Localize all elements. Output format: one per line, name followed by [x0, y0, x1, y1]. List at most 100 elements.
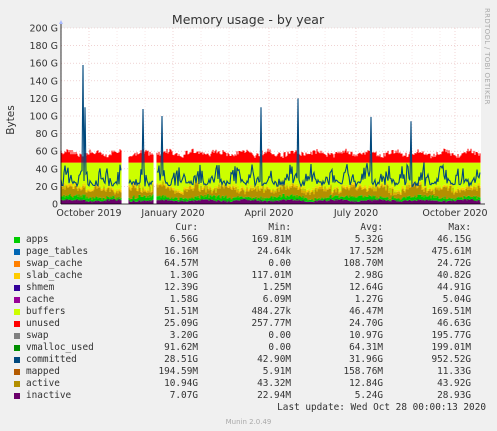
legend-label: cache	[26, 294, 55, 305]
legend-value: 0.00	[268, 258, 291, 269]
y-tick-label: 120 G	[29, 94, 58, 105]
legend-value: 0.00	[268, 342, 291, 353]
legend-value: 40.82G	[437, 270, 471, 281]
legend-label: unused	[26, 318, 60, 329]
legend-value: 46.15G	[437, 234, 471, 245]
legend-label: vmalloc_used	[26, 342, 94, 353]
legend-value: 5.32G	[354, 234, 383, 245]
rrdtool-credit: RRDTOOL / TOBI OETIKER	[483, 8, 491, 105]
legend-swatch	[14, 309, 20, 315]
legend-value: 194.59M	[158, 366, 198, 377]
legend-swatch	[14, 249, 20, 255]
legend-value: 10.97G	[349, 330, 383, 341]
legend-swatch	[14, 321, 20, 327]
x-tick-label: October 2020	[422, 208, 487, 219]
legend-value: 484.27k	[251, 306, 291, 317]
legend-value: 7.07G	[169, 390, 198, 401]
legend-swatch	[14, 261, 20, 267]
legend-value: 5.91M	[262, 366, 291, 377]
col-cur: Cur:	[175, 222, 198, 233]
y-tick-label: 140 G	[29, 76, 58, 87]
last-update: Last update: Wed Oct 28 00:00:13 2020	[277, 402, 486, 413]
y-tick-labels: 0 20 G 40 G 60 G 80 G 100 G 120 G 140 G 160 G 180…	[29, 24, 58, 211]
legend-value: 169.51M	[431, 306, 471, 317]
legend-value: 12.64G	[349, 282, 383, 293]
legend-value: 1.27G	[354, 294, 383, 305]
y-tick-label: 40 G	[36, 164, 58, 175]
legend-value: 5.04G	[442, 294, 471, 305]
legend-swatch	[14, 237, 20, 243]
y-tick-label: 100 G	[29, 112, 58, 123]
legend-row: active 10.94G 43.32M 12.84G 43.92G	[13, 378, 493, 390]
legend-row: unused 25.09G 257.77M 24.70G 46.63G	[13, 318, 493, 330]
legend-value: 3.20G	[169, 330, 198, 341]
legend-value: 10.94G	[164, 378, 198, 389]
x-tick-label: October 2019	[56, 208, 121, 219]
legend-row: inactive 7.07G 22.94M 5.24G 28.93G	[13, 390, 493, 402]
legend-value: 16.16M	[164, 246, 198, 257]
legend-value: 91.62M	[164, 342, 198, 353]
legend-label: active	[26, 378, 60, 389]
legend-swatch	[14, 369, 20, 375]
legend-value: 195.77G	[431, 330, 471, 341]
legend-value: 64.31M	[349, 342, 383, 353]
y-tick-label: 60 G	[36, 147, 58, 158]
y-tick-label: 200 G	[29, 24, 58, 35]
legend-value: 6.09M	[262, 294, 291, 305]
legend-value: 1.58G	[169, 294, 198, 305]
legend-row: swap 3.20G 0.00 10.97G 195.77G	[13, 330, 493, 342]
x-tick-label: April 2020	[245, 208, 294, 219]
col-max: Max:	[448, 222, 471, 233]
legend-label: buffers	[26, 306, 66, 317]
legend-value: 43.92G	[437, 378, 471, 389]
munin-version: Munin 2.0.49	[225, 418, 272, 426]
legend-label: mapped	[26, 366, 60, 377]
legend-swatch	[14, 393, 20, 399]
legend-row: vmalloc_used 91.62M 0.00 64.31M 199.01M	[13, 342, 493, 354]
legend-value: 46.63G	[437, 318, 471, 329]
legend-swatch	[14, 345, 20, 351]
legend-value: 11.33G	[437, 366, 471, 377]
x-tick-label: July 2020	[333, 208, 378, 219]
legend-swatch	[14, 273, 20, 279]
y-tick-label: 0	[52, 200, 58, 211]
chart-title: Memory usage - by year	[172, 12, 325, 27]
legend-value: 475.61M	[431, 246, 471, 257]
legend-row: apps 6.56G 169.81M 5.32G 46.15G	[13, 234, 493, 246]
legend-swatch	[14, 297, 20, 303]
x-tick-labels: October 2019 January 2020 April 2020 July 2…	[56, 208, 487, 219]
legend-value: 117.01M	[251, 270, 291, 281]
col-avg: Avg:	[360, 222, 383, 233]
legend-value: 199.01M	[431, 342, 471, 353]
legend-value: 952.52G	[431, 354, 471, 365]
legend-value: 5.24G	[354, 390, 383, 401]
x-tick-label: January 2020	[140, 208, 204, 219]
legend-row: mapped 194.59M 5.91M 158.76M 11.33G	[13, 366, 493, 378]
col-min: Min:	[268, 222, 291, 233]
legend-swatch	[14, 357, 20, 363]
legend-value: 28.51G	[164, 354, 198, 365]
y-tick-label: 80 G	[36, 129, 58, 140]
legend-value: 1.25M	[262, 282, 291, 293]
legend-label: page_tables	[26, 246, 89, 257]
legend-value: 24.64k	[257, 246, 291, 257]
grid	[60, 27, 481, 204]
y-tick-label: 20 G	[36, 182, 58, 193]
legend-label: swap	[26, 330, 49, 341]
legend-label: committed	[26, 354, 77, 365]
legend-value: 108.70M	[343, 258, 383, 269]
legend-value: 25.09G	[164, 318, 198, 329]
y-tick-label: 180 G	[29, 41, 58, 52]
legend-value: 0.00	[268, 330, 291, 341]
legend-row: buffers 51.51M 484.27k 46.47M 169.51M	[13, 306, 493, 318]
axes	[59, 20, 485, 205]
legend-value: 46.47M	[349, 306, 383, 317]
legend: Cur: Min: Avg: Max: apps 6.56G 169.81M 5.32…	[13, 222, 493, 402]
legend-value: 24.72G	[437, 258, 471, 269]
legend-value: 158.76M	[343, 366, 383, 377]
legend-value: 42.90M	[257, 354, 291, 365]
legend-value: 64.57M	[164, 258, 198, 269]
legend-label: swap_cache	[26, 258, 83, 269]
legend-value: 31.96G	[349, 354, 383, 365]
legend-value: 22.94M	[257, 390, 291, 401]
